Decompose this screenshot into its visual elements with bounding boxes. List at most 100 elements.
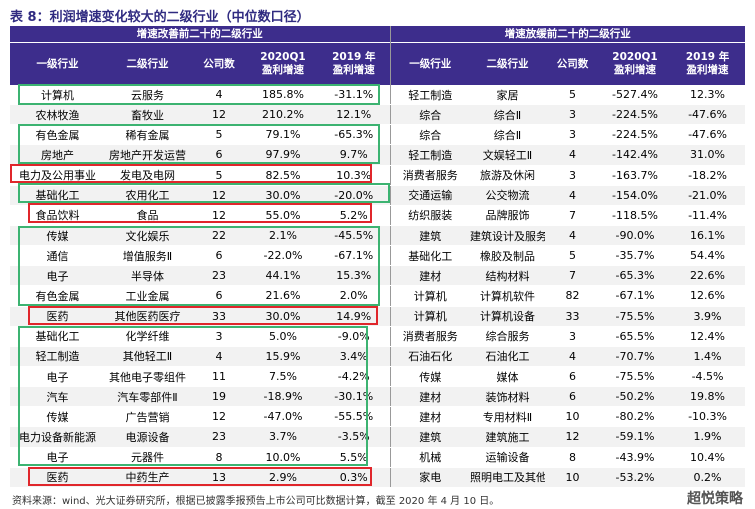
header-line: 盈利增速: [262, 64, 304, 76]
cell: 汽车零部件Ⅱ: [105, 386, 190, 408]
cell: 品牌服饰: [470, 205, 546, 226]
cell: -47.0%: [248, 406, 318, 428]
cell: 14.9%: [318, 306, 391, 327]
column-header: 2020Q1 盈利增速: [600, 42, 671, 85]
cell: 家居: [470, 85, 546, 106]
cell: 82.5%: [248, 165, 318, 186]
cell: 旅游及休闲: [470, 165, 546, 186]
cell: 2.0%: [318, 285, 391, 307]
cell: -47.6%: [670, 124, 746, 146]
cell: 汽车: [10, 386, 105, 408]
cell: -67.1%: [600, 285, 671, 307]
cell: 12.1%: [318, 104, 391, 126]
cell: -163.7%: [600, 165, 671, 186]
cell: 23: [190, 265, 248, 287]
cell: 3: [190, 326, 248, 347]
cell: 2.9%: [248, 467, 318, 488]
table-row: 电力设备新能源 电源设备 23 3.7% -3.5% 建筑 建筑施工 12 -59.1% 1.9%: [10, 426, 746, 448]
cell: -70.7%: [600, 346, 671, 367]
cell: 轻工制造: [389, 85, 471, 106]
cell: 3.4%: [318, 346, 391, 367]
header-line: 一级行业: [36, 57, 79, 70]
cell: -224.5%: [600, 124, 671, 146]
header-line: 一级行业: [409, 57, 452, 70]
cell: -4.5%: [670, 366, 746, 388]
cell: 15.3%: [318, 265, 391, 287]
title: 表 8：利润增速变化较大的二级行业（中位数口径）: [10, 10, 310, 25]
cell: -90.0%: [600, 225, 671, 247]
cell: 5: [190, 124, 248, 146]
cell: 建材: [389, 386, 471, 408]
cell: 10: [545, 406, 601, 428]
table-row: 医药 其他医药医疗 33 30.0% 14.9% 计算机 计算机设备 33 -75.5% 3.9%: [10, 306, 746, 327]
cell: 建筑设计及服务: [470, 225, 546, 247]
cell: 10.0%: [248, 447, 318, 468]
cell: 房地产: [10, 144, 105, 166]
header-row: 增速改善前二十的二级行业 增速放缓前二十的二级行业: [10, 26, 746, 43]
cell: 12: [190, 205, 248, 226]
table-row: 基础化工 化学纤维 3 5.0% -9.0% 消费者服务 综合服务 3 -65.5% 12.4%: [10, 326, 746, 347]
table-row: 电子 元器件 8 10.0% 5.5% 机械 运输设备 8 -43.9% 10.4%: [10, 447, 746, 468]
cell: -20.0%: [318, 185, 391, 206]
cell: 建筑: [389, 426, 471, 448]
cell: 畜牧业: [105, 104, 190, 126]
cell: 15.9%: [248, 346, 318, 367]
cell: -50.2%: [600, 386, 671, 408]
table-row: 农林牧渔 畜牧业 12 210.2% 12.1% 综合 综合Ⅱ 3 -224.5% -47.6%: [10, 104, 746, 126]
cell: 广告营销: [105, 406, 190, 428]
cell: 建筑施工: [470, 426, 546, 448]
cell: 基础化工: [389, 245, 471, 267]
cell: 增值服务Ⅱ: [105, 245, 190, 267]
column-header: 二级行业: [470, 42, 546, 85]
cell: 综合Ⅱ: [470, 104, 546, 126]
cell: 发电及电网: [105, 165, 190, 186]
cell: 工业金属: [105, 285, 190, 307]
cell: -65.3%: [600, 265, 671, 287]
cell: 8: [545, 447, 601, 468]
table-row: 食品饮料 食品 12 55.0% 5.2% 纺织服装 品牌服饰 7 -118.5% -11.4%: [10, 205, 746, 226]
cell: -142.4%: [600, 144, 671, 166]
cell: 3: [545, 124, 601, 146]
cell: -10.3%: [670, 406, 746, 428]
cell: 建材: [389, 265, 471, 287]
column-header: 2019 年盈利增速: [318, 42, 391, 85]
cell: 房地产开发运营: [105, 144, 190, 166]
cell: 5: [545, 85, 601, 106]
cell: -59.1%: [600, 426, 671, 448]
cell: 农林牧渔: [10, 104, 105, 126]
cell: 云服务: [105, 85, 190, 106]
cell: 97.9%: [248, 144, 318, 166]
header-line: 公司数: [203, 57, 235, 70]
table-row: 电力及公用事业 发电及电网 5 82.5% 10.3% 消费者服务 旅游及休闲 3 -163.7…: [10, 165, 746, 186]
group-header: 增速改善前二十的二级行业: [10, 26, 391, 43]
table-row: 基础化工 农用化工 12 30.0% -20.0% 交通运输 公交物流 4 -154.0% -21…: [10, 185, 746, 206]
cell: 6: [190, 245, 248, 267]
cell: 33: [545, 306, 601, 327]
cell: 其他轻工Ⅱ: [105, 346, 190, 367]
cell: -80.2%: [600, 406, 671, 428]
cell: 6: [190, 285, 248, 307]
cell: 7: [545, 205, 601, 226]
table-row: 轻工制造 其他轻工Ⅱ 4 15.9% 3.4% 石油石化 石油化工 4 -70.7% 1.4%: [10, 346, 746, 367]
cell: 通信: [10, 245, 105, 267]
cell: -31.1%: [318, 85, 391, 106]
cell: 82: [545, 285, 601, 307]
cell: 21.6%: [248, 285, 318, 307]
cell: 医药: [10, 467, 105, 488]
cell: 9.7%: [318, 144, 391, 166]
cell: -75.5%: [600, 306, 671, 327]
cell: 22.6%: [670, 265, 746, 287]
cell: -45.5%: [318, 225, 391, 247]
cell: 专用材料Ⅱ: [470, 406, 546, 428]
cell: 4: [190, 346, 248, 367]
cell: 稀有金属: [105, 124, 190, 146]
cell: 16.1%: [670, 225, 746, 247]
cell: 传媒: [10, 225, 105, 247]
cell: 照明电工及其他: [470, 467, 546, 488]
table-row: 传媒 广告营销 12 -47.0% -55.5% 建材 专用材料Ⅱ 10 -80.2% -10.3…: [10, 406, 746, 428]
cell: -527.4%: [600, 85, 671, 106]
cell: -75.5%: [600, 366, 671, 388]
cell: 文娱轻工Ⅱ: [470, 144, 546, 166]
cell: -67.1%: [318, 245, 391, 267]
cell: 医药: [10, 306, 105, 327]
